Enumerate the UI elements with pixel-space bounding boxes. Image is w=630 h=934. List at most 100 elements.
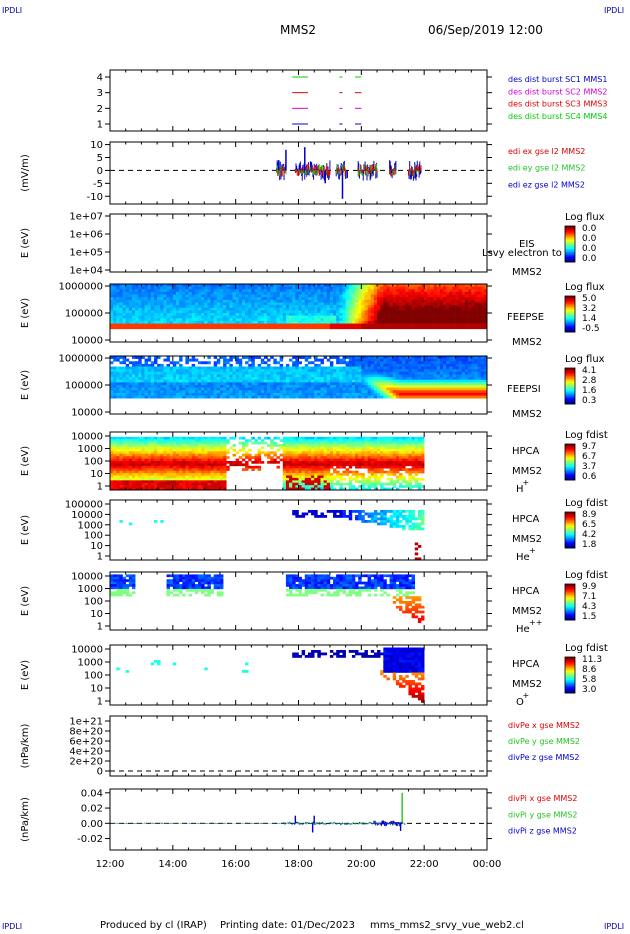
feepse-pixel xyxy=(226,294,230,298)
feepse-pixel xyxy=(465,326,469,330)
feepse-pixel xyxy=(260,294,265,298)
feepse-pixel xyxy=(144,318,148,322)
feepsi-pixel xyxy=(399,390,403,394)
feepsi-pixel xyxy=(351,361,356,365)
feepse-pixel xyxy=(477,323,482,327)
feepse-pixel xyxy=(169,315,174,319)
feepsi-pixel xyxy=(241,379,246,383)
feepse-pixel xyxy=(273,284,277,287)
feepsi-pixel xyxy=(370,392,375,396)
hpca-h-pixel xyxy=(138,456,142,459)
feepsi-pixel xyxy=(257,382,262,386)
hpca-h-pixel xyxy=(125,463,130,467)
feepse-pixel xyxy=(157,326,161,330)
feepse-pixel xyxy=(301,320,306,324)
feepse-pixel xyxy=(427,318,431,322)
feepsi-pixel xyxy=(383,379,387,383)
feepse-pixel xyxy=(289,302,293,306)
feepse-pixel xyxy=(355,294,359,298)
feepse-pixel xyxy=(153,297,158,301)
feepsi-pixel xyxy=(144,387,148,391)
feepsi-pixel xyxy=(380,374,384,378)
feepsi-pixel xyxy=(424,363,428,367)
feepse-pixel xyxy=(110,284,114,287)
feepsi-pixel xyxy=(248,358,252,362)
feepse-pixel xyxy=(458,307,463,311)
feepsi-pixel xyxy=(289,377,293,381)
feepsi-pixel xyxy=(433,387,438,391)
feepsi-pixel xyxy=(430,371,434,375)
feepse-pixel xyxy=(373,320,378,324)
feepsi-pixel xyxy=(166,387,170,391)
feepse-pixel xyxy=(232,313,236,316)
feepse-pixel xyxy=(125,305,130,309)
feepse-pixel xyxy=(361,286,365,290)
feepse-pixel xyxy=(292,310,296,314)
feepsi-pixel xyxy=(157,385,161,388)
feepse-pixel xyxy=(295,294,299,298)
feepse-pixel xyxy=(307,289,312,293)
feepsi-pixel xyxy=(169,361,174,365)
feepsi-pixel xyxy=(160,369,164,373)
feepsi-pixel xyxy=(389,390,394,394)
feepse-pixel xyxy=(417,294,422,298)
feepsi-pixel xyxy=(144,379,148,383)
feepsi-pixel xyxy=(229,387,233,391)
feepse-pixel xyxy=(411,323,416,327)
feepse-pixel xyxy=(166,313,170,316)
feepse-pixel xyxy=(301,297,306,301)
feepsi-pixel xyxy=(477,382,482,386)
feepse-pixel xyxy=(389,320,394,324)
feepse-pixel xyxy=(179,291,183,295)
feepsi-pixel xyxy=(399,387,403,391)
feepsi-pixel xyxy=(483,395,488,399)
feepsi-pixel xyxy=(367,363,372,367)
feepsi-pixel xyxy=(232,374,236,378)
feepse-pixel xyxy=(358,286,362,290)
feepsi-pixel xyxy=(342,379,346,383)
feepse-pixel xyxy=(223,294,227,298)
feepse-pixel xyxy=(439,315,444,319)
feepse-pixel xyxy=(477,313,482,316)
feepsi-pixel xyxy=(389,363,394,367)
feepse-pixel xyxy=(295,320,299,324)
feepsi-pixel xyxy=(229,369,233,373)
feepse-pixel xyxy=(461,294,466,298)
feepse-pixel xyxy=(339,286,343,290)
feepse-pixel xyxy=(323,323,328,327)
feepse-pixel xyxy=(417,302,422,306)
feepsi-pixel xyxy=(307,377,312,381)
feepse-pixel xyxy=(188,326,192,330)
feepse-pixel xyxy=(163,299,167,303)
hpca-h-pixel xyxy=(141,458,145,462)
feepsi-pixel xyxy=(254,382,258,386)
feepse-pixel xyxy=(333,318,337,322)
feepse-pixel xyxy=(235,323,240,327)
feepse-pixel xyxy=(449,294,453,298)
feepse-pixel xyxy=(257,286,262,290)
feepsi-pixel xyxy=(182,382,186,386)
feepsi-pixel xyxy=(320,358,324,362)
feepse-pixel xyxy=(122,305,127,309)
feepsi-colorbar-cell xyxy=(565,368,575,370)
feepsi-pixel xyxy=(395,385,400,388)
feepse-pixel xyxy=(135,313,139,316)
feepsi-pixel xyxy=(443,363,447,367)
feepsi-pixel xyxy=(449,385,453,388)
feepsi-pixel xyxy=(461,361,466,365)
feepsi-colorbar-cell xyxy=(565,387,575,390)
feepse-pixel xyxy=(433,302,438,306)
feepsi-pixel xyxy=(119,387,123,391)
feepse-pixel xyxy=(424,284,428,287)
feepse-pixel xyxy=(468,284,472,287)
feepse-pixel xyxy=(285,286,290,290)
feepse-pixel xyxy=(336,302,340,306)
feepsi-pixel xyxy=(207,392,211,396)
feepse-pixel xyxy=(386,307,390,311)
feepse-pixel xyxy=(323,299,328,303)
feepsi-pixel xyxy=(326,377,331,381)
feepse-pixel xyxy=(169,289,174,293)
feepsi-pixel xyxy=(405,358,409,362)
feepsi-pixel xyxy=(210,371,214,375)
feepse-pixel xyxy=(172,291,177,295)
